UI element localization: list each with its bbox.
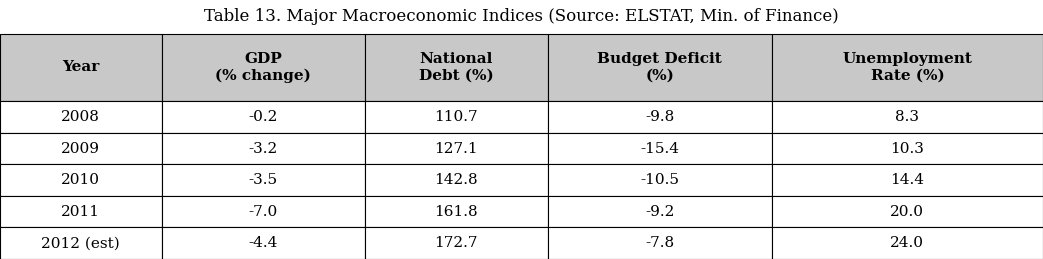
Text: Table 13. Major Macroeconomic Indices (Source: ELSTAT, Min. of Finance): Table 13. Major Macroeconomic Indices (S… (204, 8, 839, 25)
